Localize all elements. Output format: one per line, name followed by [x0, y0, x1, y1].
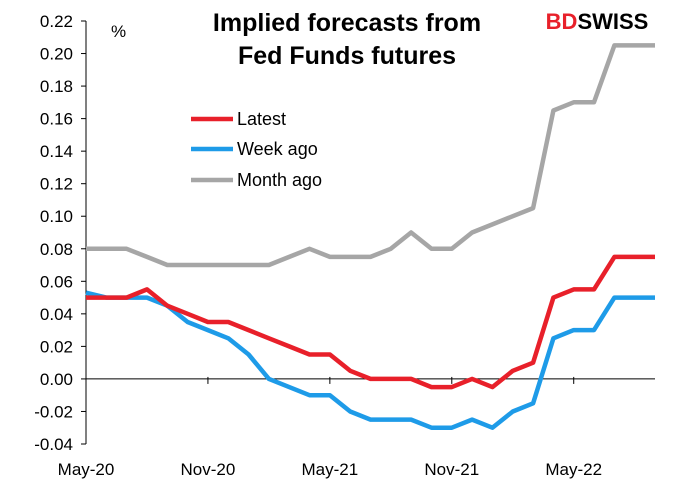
- y-tick-label: 0.16: [40, 110, 73, 129]
- y-tick-label: -0.02: [34, 402, 73, 421]
- series-line-week-ago: [85, 290, 655, 430]
- y-tick-label: 0.00: [40, 370, 73, 389]
- x-tick-labels: May-20 Nov-20 May-21 Nov-21 May-22: [58, 460, 602, 479]
- legend-label: Month ago: [237, 170, 322, 190]
- y-tick-label: -0.04: [34, 435, 73, 454]
- y-tick-label: 0.18: [40, 77, 73, 96]
- y-tick-label: 0.20: [40, 45, 73, 64]
- axes: [81, 20, 655, 445]
- y-tick-label: 0.04: [40, 305, 73, 324]
- series-line-month-ago: [86, 43, 655, 268]
- x-tick-label: May-20: [58, 460, 115, 479]
- y-tick-label: 0.10: [40, 207, 73, 226]
- y-tick-label: 0.02: [40, 337, 73, 356]
- y-tick-label: 0.14: [40, 142, 73, 161]
- legend: Latest Week ago Month ago: [191, 109, 322, 190]
- series-line-latest: [86, 254, 655, 390]
- y-axis-unit-label: %: [111, 22, 126, 41]
- chart-title-line1: Implied forecasts from: [213, 9, 481, 37]
- legend-label: Week ago: [237, 139, 318, 159]
- brand-logo-part2: SWISS: [577, 9, 648, 34]
- brand-logo-part1: BD: [546, 9, 578, 34]
- series-lines: [85, 43, 655, 430]
- y-tick-label: 0.06: [40, 272, 73, 291]
- legend-label: Latest: [237, 109, 286, 129]
- y-tick-label: 0.22: [40, 12, 73, 31]
- x-tick-label: May-21: [302, 460, 359, 479]
- y-tick-label: 0.08: [40, 240, 73, 259]
- brand-logo: BDSWISS: [546, 9, 649, 34]
- x-tick-label: May-22: [545, 460, 602, 479]
- x-tick-label: Nov-20: [181, 460, 236, 479]
- chart-title-line2: Fed Funds futures: [238, 42, 456, 70]
- svg-text:BDSWISS: BDSWISS: [546, 9, 649, 34]
- y-tick-label: 0.12: [40, 175, 73, 194]
- y-tick-labels: 0.22 0.20 0.18 0.16 0.14 0.12 0.10 0.08 0.06 0.04…: [34, 12, 73, 454]
- x-tick-label: Nov-21: [424, 460, 479, 479]
